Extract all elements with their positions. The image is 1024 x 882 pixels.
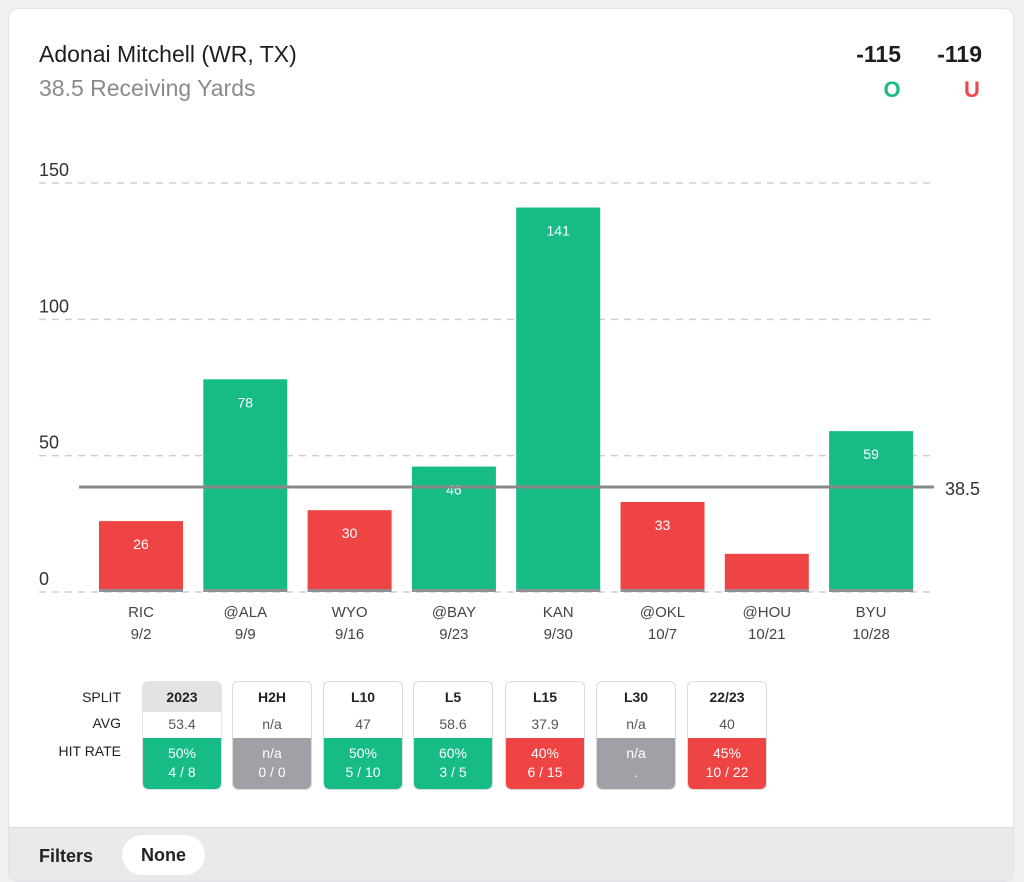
split-column-2023[interactable]: 2023 53.4 50% 4 / 8	[142, 681, 222, 790]
y-tick-label: 150	[39, 160, 69, 180]
split-name: L5	[444, 689, 462, 705]
split-column-l15[interactable]: L15 37.9 40% 6 / 15	[505, 681, 585, 790]
player-name: Adonai Mitchell (WR, TX)	[39, 41, 297, 67]
x-category-label: KAN	[543, 604, 574, 621]
x-date-label: 10/28	[852, 626, 890, 643]
bar-base	[307, 589, 392, 592]
prop-line-label: 38.5	[945, 479, 980, 499]
hit-rate-percent: 40%	[530, 745, 560, 761]
y-tick-label: 0	[39, 569, 49, 589]
split-hit-rate: 50% 5 / 10	[324, 738, 402, 789]
split-avg: 37.9	[531, 716, 559, 732]
split-column-22-23[interactable]: 22/23 40 45% 10 / 22	[687, 681, 767, 790]
bar	[516, 207, 601, 592]
split-hit-rate: n/a.	[597, 738, 675, 789]
bar	[829, 431, 914, 592]
avg-row-label: AVG	[92, 715, 121, 731]
hit-rate-count: 6 / 15	[527, 764, 563, 780]
x-date-label: 9/30	[544, 626, 573, 643]
bar-base	[620, 589, 705, 592]
bar	[620, 502, 705, 592]
bar	[724, 553, 809, 592]
bar-base	[829, 589, 914, 592]
split-hit-rate: 45% 10 / 22	[688, 738, 766, 789]
x-category-label: @OKL	[640, 604, 685, 621]
split-hit-rate: 40% 6 / 15	[506, 738, 584, 789]
bar-value-label: 78	[238, 394, 254, 410]
x-date-label: 9/9	[235, 626, 256, 643]
split-avg: n/a	[626, 716, 646, 732]
split-hit-rate: 50% 4 / 8	[143, 738, 221, 789]
hit-rate-percent: n/a	[262, 745, 282, 761]
x-date-label: 9/2	[131, 626, 152, 643]
prop-card: Adonai Mitchell (WR, TX) 38.5 Receiving …	[8, 8, 1014, 882]
split-avg: n/a	[262, 716, 282, 732]
hit-rate-percent: 50%	[167, 745, 197, 761]
hit-rate-percent: 50%	[348, 745, 378, 761]
x-category-label: WYO	[332, 604, 368, 621]
y-tick-label: 100	[39, 296, 69, 316]
split-hit-rate: n/a 0 / 0	[233, 738, 311, 789]
bar-base	[411, 589, 496, 592]
x-date-label: 9/23	[439, 626, 468, 643]
split-avg: 58.6	[439, 716, 467, 732]
split-avg: 47	[355, 716, 371, 732]
under-odds[interactable]: -119	[937, 41, 982, 67]
hit-rate-percent: n/a	[626, 745, 646, 761]
hit-rate-count: 10 / 22	[705, 764, 749, 780]
x-category-label: @HOU	[743, 604, 792, 621]
bar-base	[203, 589, 288, 592]
x-category-label: RIC	[128, 604, 154, 621]
hit-rate-percent: 45%	[712, 745, 742, 761]
y-tick-label: 50	[39, 433, 59, 453]
bar	[307, 510, 392, 592]
under-label[interactable]: U	[964, 77, 980, 102]
split-column-l5[interactable]: L5 58.6 60% 3 / 5	[413, 681, 493, 790]
split-row-label: SPLIT	[82, 689, 121, 705]
filters-bar: Filters None	[9, 827, 1013, 881]
split-name: 2023	[143, 682, 221, 712]
bar-value-label: 30	[342, 525, 358, 541]
split-name: H2H	[257, 689, 286, 705]
split-avg: 40	[719, 716, 735, 732]
split-name: L30	[623, 689, 649, 705]
hit-rate-count: 3 / 5	[439, 764, 467, 780]
hit-rate-count: .	[634, 764, 638, 780]
bar-value-label: 33	[655, 517, 671, 533]
split-column-l10[interactable]: L10 47 50% 5 / 10	[323, 681, 403, 790]
split-hit-rate: 60% 3 / 5	[414, 738, 492, 789]
split-column-l30[interactable]: L30 n/a n/a.	[596, 681, 676, 790]
x-date-label: 10/21	[748, 626, 786, 643]
bar-base	[516, 589, 601, 592]
game-log-chart: 0 50 100 150 26 RIC 9/2 78 @ALA 9/9 30 WYO 9/16 46 @BA…	[39, 160, 980, 643]
x-category-label: @ALA	[224, 604, 268, 621]
bar-value-label: 46	[446, 482, 462, 498]
hit-rate-row-label: HIT RATE	[58, 743, 122, 759]
bar-value-label: 59	[863, 446, 879, 462]
hit-rate-percent: 60%	[438, 745, 468, 761]
split-name: L10	[350, 689, 376, 705]
x-category-label: BYU	[856, 604, 887, 621]
bar-base	[724, 589, 809, 592]
bar	[99, 521, 183, 592]
over-odds[interactable]: -115	[856, 41, 901, 67]
bar-value-label: 26	[133, 536, 149, 552]
split-avg: 53.4	[168, 716, 196, 732]
filters-none-button[interactable]: None	[122, 835, 205, 875]
bar-value-label: 141	[547, 223, 571, 239]
x-category-label: @BAY	[432, 604, 476, 621]
split-column-h2h[interactable]: H2H n/a n/a 0 / 0	[232, 681, 312, 790]
filters-label: Filters	[39, 846, 94, 866]
split-name: 22/23	[709, 689, 745, 705]
x-date-label: 10/7	[648, 626, 677, 643]
bar-base	[99, 589, 183, 592]
hit-rate-count: 4 / 8	[168, 764, 196, 780]
hit-rate-count: 0 / 0	[258, 764, 286, 780]
prop-line: 38.5 Receiving Yards	[39, 75, 256, 101]
over-label[interactable]: O	[883, 77, 901, 102]
x-date-label: 9/16	[335, 626, 364, 643]
hit-rate-count: 5 / 10	[345, 764, 381, 780]
splits-table: SPLIT AVG HIT RATE 2023 53.4 50% 4 / 8 H2H n/…	[9, 681, 1013, 801]
split-name: L15	[532, 689, 558, 705]
